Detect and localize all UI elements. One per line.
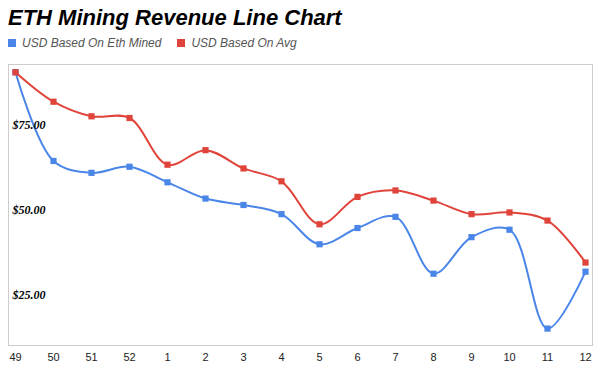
svg-text:51: 51 <box>85 351 97 363</box>
html-text:ETH Mining Revenue Line Chart: ETH Mining Revenue Line Chart <box>8 5 342 30</box>
svg-text:9: 9 <box>468 351 474 363</box>
svg-text:1: 1 <box>164 351 170 363</box>
svg-text:$75.00: $75.00 <box>12 118 46 132</box>
svg-text:12: 12 <box>579 351 591 363</box>
svg-text:8: 8 <box>430 351 436 363</box>
svg-text:5: 5 <box>316 351 322 363</box>
svg-text:4: 4 <box>278 351 284 363</box>
svg-text:10: 10 <box>503 351 515 363</box>
svg-text:3: 3 <box>240 351 246 363</box>
svg-text:2: 2 <box>202 351 208 363</box>
svg-text:$25.00: $25.00 <box>12 288 46 302</box>
svg-text:7: 7 <box>392 351 398 363</box>
svg-text:6: 6 <box>354 351 360 363</box>
html-text:USD Based On Eth Mined: USD Based On Eth Mined <box>22 36 162 50</box>
svg-text:49: 49 <box>9 351 21 363</box>
svg-text:$50.00: $50.00 <box>12 203 46 217</box>
svg-text:50: 50 <box>47 351 59 363</box>
html-text:USD Based On Avg: USD Based On Avg <box>191 36 297 50</box>
svg-text:11: 11 <box>542 351 553 363</box>
svg-text:52: 52 <box>123 351 135 363</box>
